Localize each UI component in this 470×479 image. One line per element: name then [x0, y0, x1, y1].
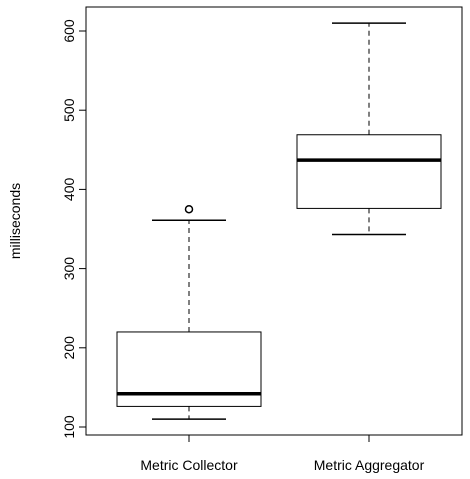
- y-axis-title: milliseconds: [7, 183, 23, 259]
- y-axis: 100 200 300 400 500 600: [61, 19, 86, 439]
- x-axis: Metric Collector Metric Aggregator: [140, 435, 425, 473]
- y-tick-label: 400: [61, 178, 77, 202]
- iqr-box: [296, 134, 442, 209]
- box-metric-collector: [116, 204, 262, 420]
- plot-frame: [85, 6, 463, 436]
- x-category-label: Metric Collector: [140, 457, 238, 473]
- y-tick-label: 200: [61, 336, 77, 360]
- y-tick-label: 100: [61, 415, 77, 439]
- box-metric-aggregator: [296, 22, 442, 236]
- box-series: [116, 22, 442, 420]
- y-tick-label: 500: [61, 98, 77, 122]
- y-tick-label: 600: [61, 19, 77, 43]
- x-category-label: Metric Aggregator: [314, 457, 425, 473]
- outlier-point: [184, 204, 194, 214]
- y-tick-label: 300: [61, 257, 77, 281]
